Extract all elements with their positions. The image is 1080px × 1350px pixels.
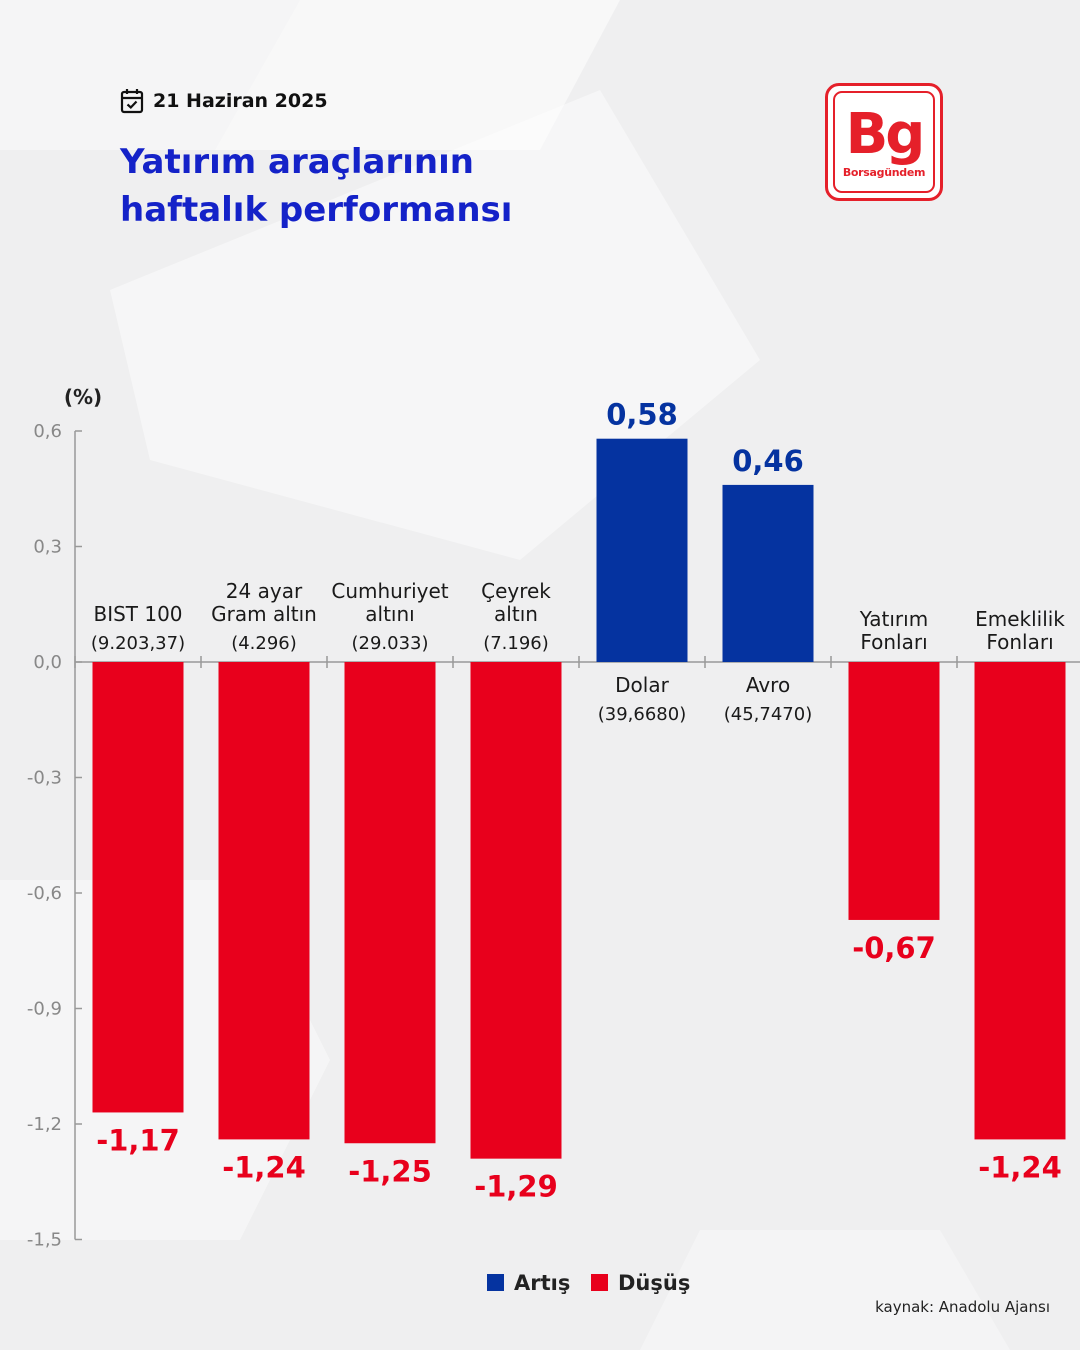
y-tick-label: -1,2 xyxy=(27,1114,62,1135)
category-sublabel: (45,7470) xyxy=(724,704,812,725)
bar xyxy=(974,662,1066,1140)
data-label: -1,17 xyxy=(96,1123,180,1157)
bar xyxy=(218,662,310,1140)
bar xyxy=(596,438,688,662)
bar xyxy=(848,662,940,920)
data-label: -1,24 xyxy=(978,1150,1062,1184)
category-label: Gram altın xyxy=(211,602,317,626)
data-label: -1,25 xyxy=(348,1154,432,1188)
category-label: altını xyxy=(365,602,414,626)
date-text: 21 Haziran 2025 xyxy=(153,90,328,112)
category-sublabel: (29.033) xyxy=(351,633,428,654)
category-label: Dolar xyxy=(615,673,669,697)
category-sublabel: (9.203,37) xyxy=(91,633,185,654)
y-tick-label: -0,9 xyxy=(27,999,62,1020)
legend-label: Düşüş xyxy=(618,1271,690,1295)
borsagundem-logo: Bg Borsagündem xyxy=(825,83,943,201)
title-line-2: haftalık performansı xyxy=(120,190,513,230)
y-axis-label: (%) xyxy=(64,385,102,409)
category-label: 24 ayar xyxy=(226,579,303,603)
logo-name: Borsagündem xyxy=(842,165,926,179)
category-label: Çeyrek xyxy=(481,579,551,603)
logo-mark: Bg xyxy=(845,101,926,167)
category-label: Emeklilik xyxy=(975,607,1065,631)
data-label: -0,67 xyxy=(852,931,936,965)
bar-chart: (%)0,6 0,3 0,0 -0,3 -0,6 -0,9 -1,2 -1,5 -1,17 (9.… xyxy=(27,385,1080,1295)
y-tick-label: 0,6 xyxy=(33,421,62,442)
page-title: Yatırım araçlarının haftalık performansı xyxy=(120,138,720,234)
category-sublabel: (39,6680) xyxy=(598,704,686,725)
data-label: 0,46 xyxy=(732,444,804,478)
category-label: altın xyxy=(494,602,538,626)
data-label: -1,29 xyxy=(474,1170,558,1204)
calendar-check-icon xyxy=(120,89,144,114)
bar xyxy=(92,662,184,1113)
y-tick-label: 0,0 xyxy=(33,652,62,673)
date-row: 21 Haziran 2025 xyxy=(120,88,328,114)
data-label: -1,24 xyxy=(222,1150,306,1184)
category-label: Fonları xyxy=(860,630,927,654)
category-label: Cumhuriyet xyxy=(331,579,448,603)
legend-label: Artış xyxy=(514,1271,570,1295)
category-label: Fonları xyxy=(986,630,1053,654)
bar xyxy=(344,662,436,1144)
legend-swatch xyxy=(591,1274,608,1291)
bar xyxy=(722,484,814,662)
category-sublabel: (4.296) xyxy=(231,633,297,654)
category-label: Avro xyxy=(746,673,790,697)
y-tick-label: -1,5 xyxy=(27,1230,62,1251)
data-label: 0,58 xyxy=(606,398,678,432)
category-label: Yatırım xyxy=(859,607,928,631)
title-line-1: Yatırım araçlarının xyxy=(120,142,474,182)
y-tick-label: -0,3 xyxy=(27,768,62,789)
logo-inner: Bg Borsagündem xyxy=(833,91,935,193)
y-tick-label: 0,3 xyxy=(33,537,62,558)
category-label: BIST 100 xyxy=(93,602,182,626)
bar xyxy=(470,662,562,1159)
y-tick-label: -0,6 xyxy=(27,883,62,904)
legend-swatch xyxy=(487,1274,504,1291)
source-note: kaynak: Anadolu Ajansı xyxy=(875,1298,1050,1316)
category-sublabel: (7.196) xyxy=(483,633,549,654)
